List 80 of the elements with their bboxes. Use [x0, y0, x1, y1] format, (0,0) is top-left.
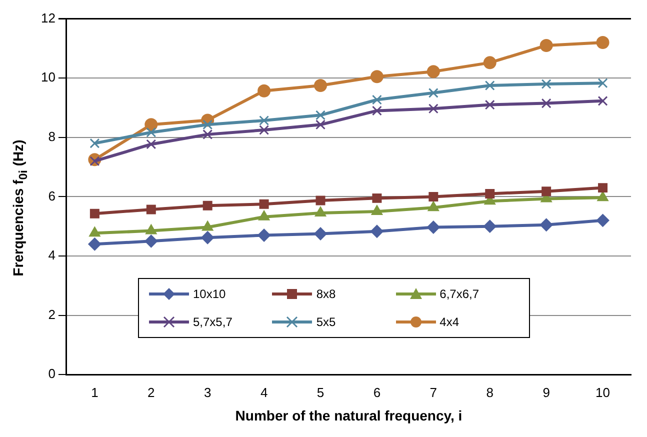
- point: [540, 218, 553, 232]
- x-tick-label: 4: [260, 384, 268, 400]
- x-tick-label: 5: [316, 384, 324, 400]
- legend-label: 5,7x5,7: [193, 315, 232, 329]
- point: [483, 220, 496, 233]
- legend-label: 6,7x6,7: [440, 287, 480, 301]
- y-tick-label: 6: [48, 188, 56, 204]
- point: [541, 98, 552, 108]
- point: [316, 120, 326, 130]
- point: [201, 231, 214, 244]
- x-tick-label: 3: [204, 384, 212, 400]
- legend-label: 5x5: [316, 315, 336, 329]
- point: [370, 224, 384, 238]
- point: [202, 120, 213, 130]
- point: [259, 116, 270, 126]
- point: [428, 201, 440, 212]
- x-tick-label: 6: [373, 384, 381, 400]
- y-tick-label: 12: [40, 10, 56, 26]
- point: [485, 188, 495, 198]
- point: [316, 110, 326, 120]
- point: [426, 220, 440, 234]
- point: [372, 94, 382, 105]
- point: [596, 214, 610, 227]
- x-tick-label: 1: [91, 384, 98, 400]
- point: [258, 84, 271, 98]
- point: [598, 78, 608, 88]
- y-tick-label: 0: [48, 366, 56, 382]
- point: [90, 208, 100, 218]
- point: [202, 129, 213, 140]
- point: [146, 204, 156, 214]
- point: [540, 38, 553, 52]
- point: [258, 228, 271, 242]
- y-tick-label: 10: [40, 70, 56, 85]
- point: [144, 118, 158, 132]
- x-axis-title: Number of the natural frequency, i: [235, 407, 462, 424]
- point: [428, 192, 438, 202]
- point: [370, 70, 384, 84]
- point: [484, 80, 495, 91]
- point: [144, 234, 158, 248]
- x-tick-label: 10: [596, 384, 610, 400]
- point: [145, 224, 157, 234]
- point: [146, 139, 156, 150]
- point: [316, 196, 326, 206]
- point: [598, 96, 608, 106]
- point: [596, 36, 610, 50]
- x-tick-label: 2: [148, 384, 155, 400]
- point: [314, 227, 328, 240]
- point: [88, 238, 102, 251]
- point: [598, 183, 608, 193]
- x-tick-label: 8: [486, 384, 494, 400]
- point: [314, 206, 326, 217]
- x-tick-label: 9: [542, 384, 550, 400]
- point: [90, 156, 100, 166]
- point: [372, 106, 382, 116]
- point: [372, 193, 382, 203]
- point: [314, 79, 328, 92]
- point: [597, 191, 608, 202]
- point: [426, 65, 440, 78]
- point: [484, 100, 495, 110]
- legend-label: 8x8: [316, 287, 336, 301]
- point: [428, 88, 438, 98]
- y-tick-label: 4: [48, 248, 56, 263]
- point: [90, 138, 100, 148]
- y-tick-label: 8: [48, 128, 56, 144]
- point: [258, 210, 270, 220]
- point: [259, 199, 269, 209]
- x-tick-label: 7: [430, 384, 438, 400]
- point: [428, 104, 438, 114]
- point: [542, 186, 552, 196]
- point: [88, 226, 100, 237]
- point: [541, 79, 552, 90]
- point: [259, 124, 270, 135]
- point: [371, 205, 383, 216]
- legend-label: 10x10: [193, 287, 226, 301]
- point: [202, 220, 214, 231]
- y-tick-label: 2: [48, 306, 56, 322]
- point: [483, 56, 496, 70]
- legend-label: 4x4: [440, 315, 460, 329]
- point: [146, 127, 156, 138]
- point: [202, 200, 212, 210]
